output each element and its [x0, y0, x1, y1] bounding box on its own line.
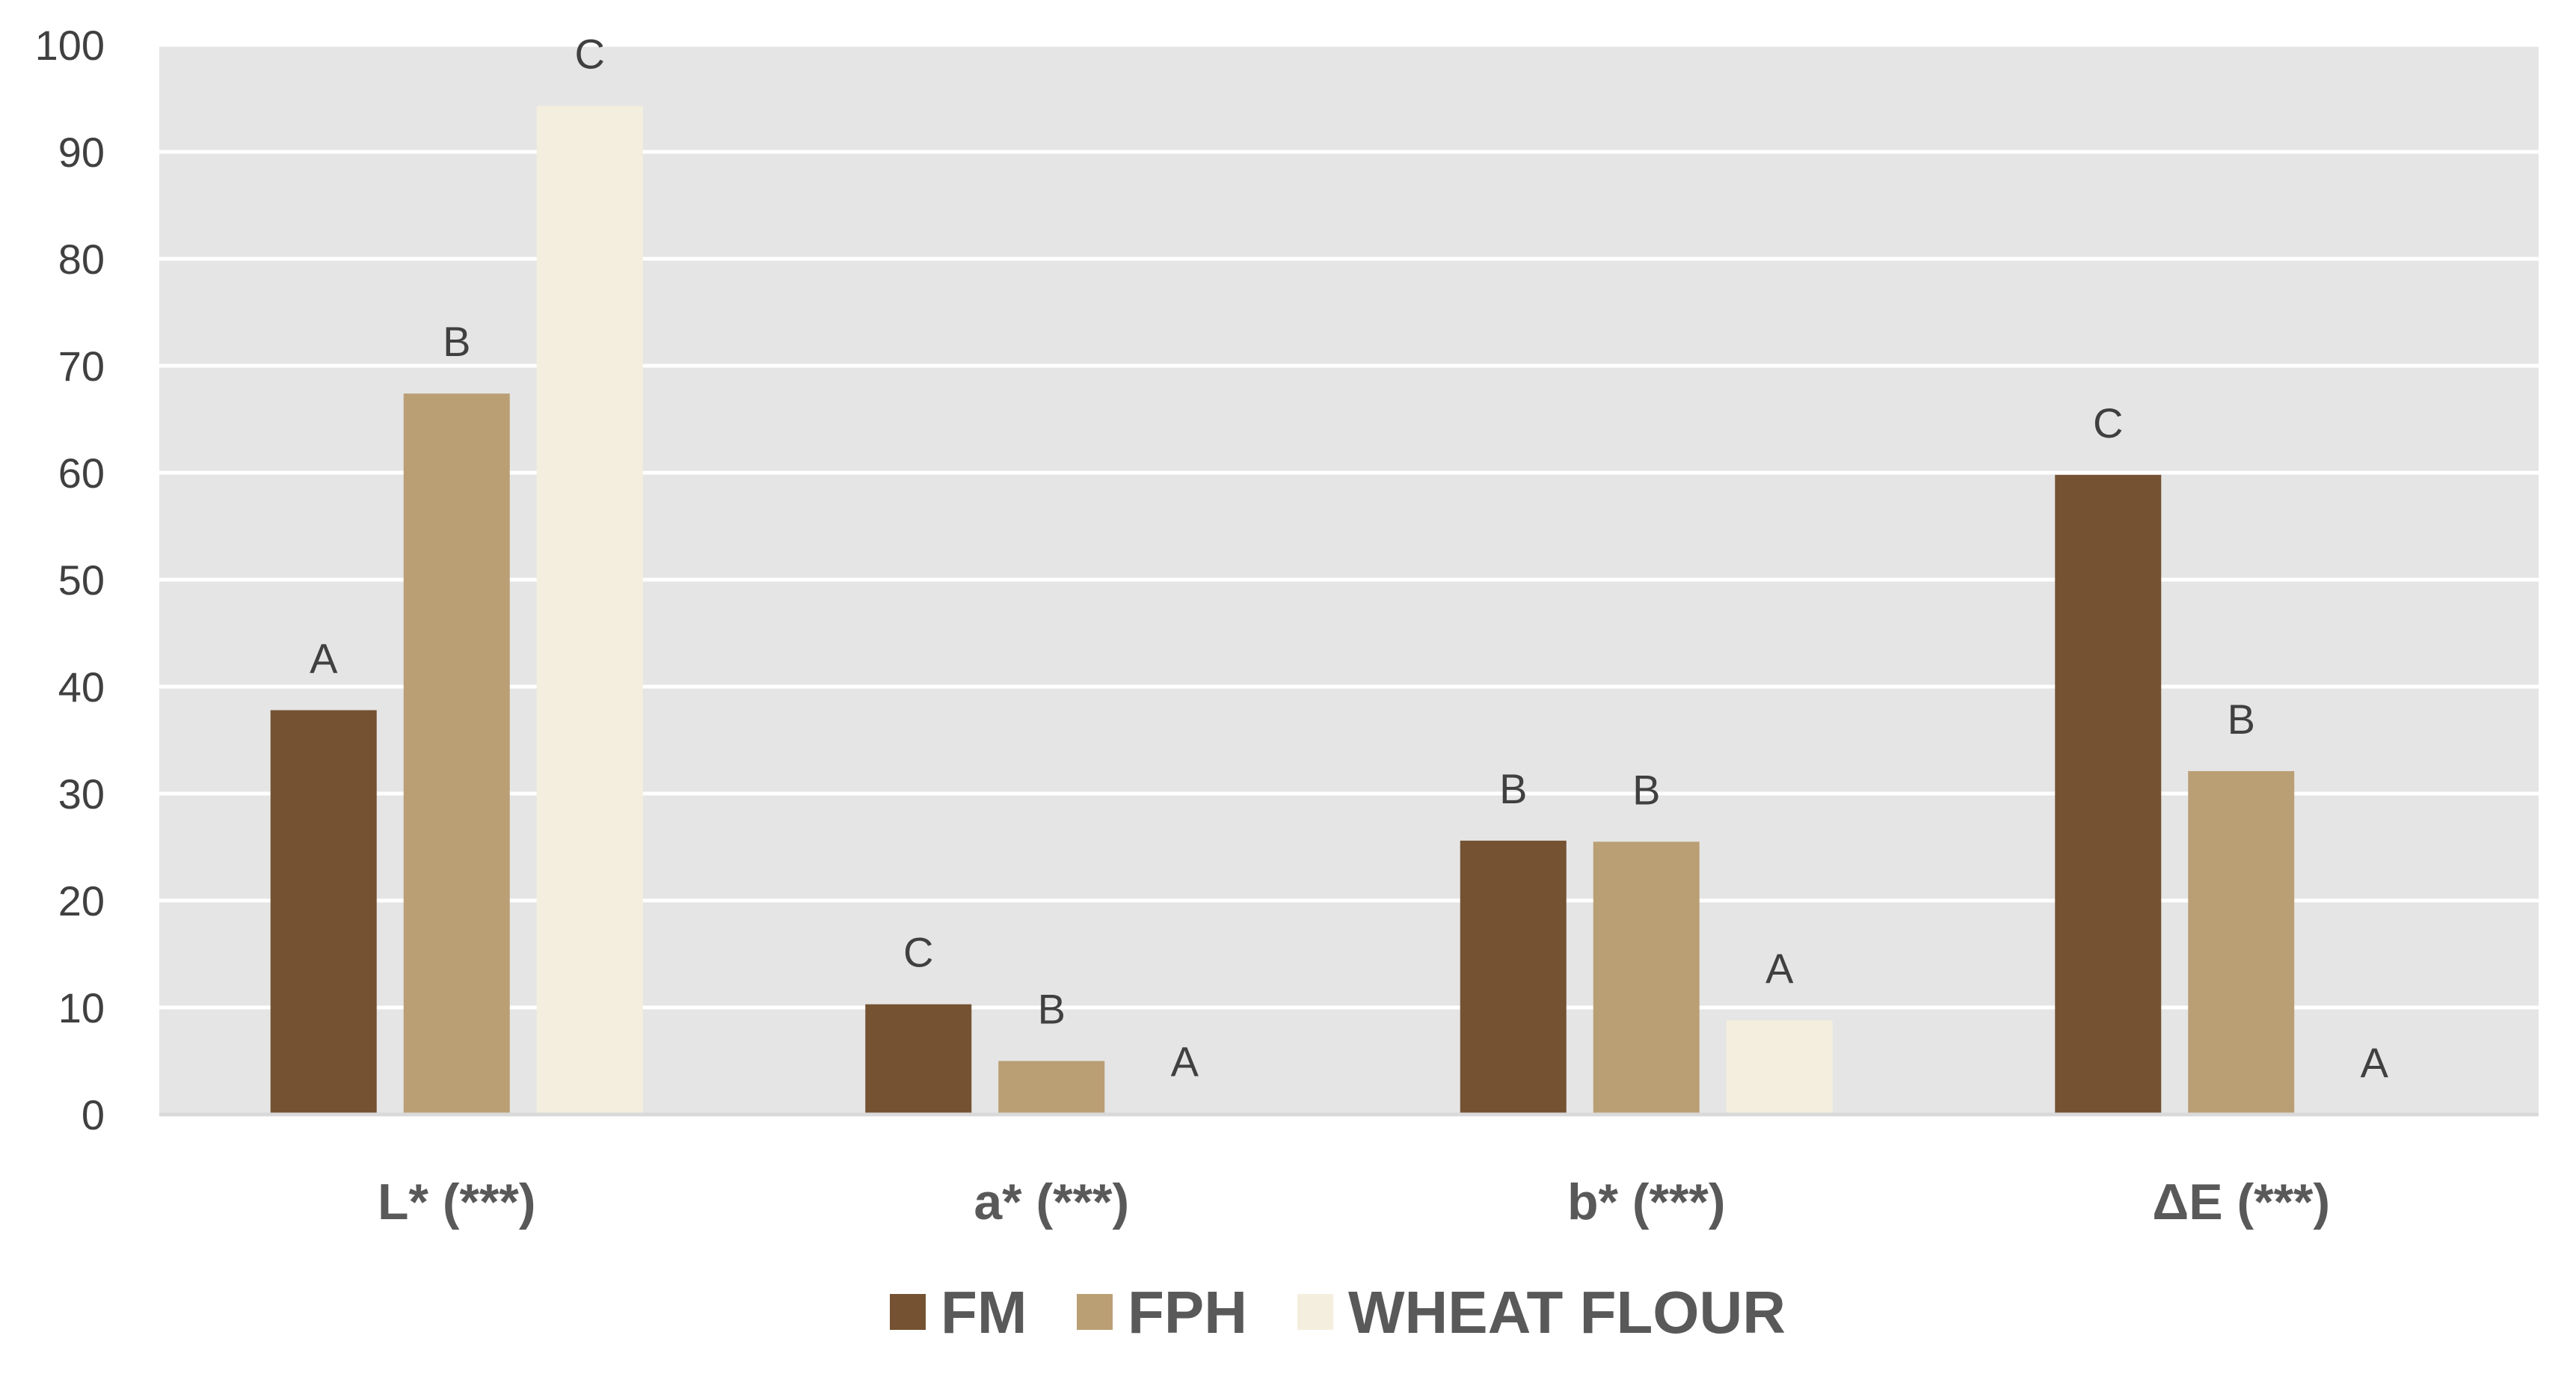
data-label: A: [310, 634, 338, 681]
y-tick-label: 60: [58, 450, 105, 497]
legend-swatch-wheat-flour: [1297, 1294, 1333, 1330]
x-category-label: L* (***): [378, 1174, 536, 1230]
y-tick-label: 30: [58, 770, 105, 818]
bar-fm-3: [2055, 474, 2162, 1114]
bar-fph-0: [403, 393, 510, 1114]
bar-wheat-flour-2: [1726, 1020, 1833, 1114]
bars: [270, 105, 2295, 1114]
data-label: C: [2093, 399, 2123, 447]
legend-swatch-fph: [1077, 1294, 1113, 1330]
x-category-label: a* (***): [974, 1174, 1129, 1230]
bar-fph-1: [998, 1061, 1105, 1114]
y-tick-label: 20: [58, 877, 105, 924]
bar-wheat-flour-0: [536, 105, 643, 1114]
y-tick-label: 80: [58, 236, 105, 283]
legend-label: FM: [941, 1279, 1027, 1346]
x-category-label: ΔE (***): [2152, 1174, 2330, 1230]
data-label: C: [903, 929, 933, 976]
legend-label: WHEAT FLOUR: [1348, 1279, 1786, 1346]
y-tick-label: 10: [58, 984, 105, 1031]
y-tick-label: 100: [35, 22, 105, 69]
data-label: B: [443, 318, 470, 365]
data-label: A: [2361, 1039, 2389, 1086]
legend: FM FPH WHEAT FLOUR: [890, 1279, 1786, 1346]
bar-fm-1: [865, 1004, 972, 1114]
data-label: B: [2228, 696, 2255, 743]
x-axis-categories: L* (***) a* (***) b* (***) ΔE (***): [378, 1174, 2330, 1230]
x-category-label: b* (***): [1567, 1174, 1726, 1230]
data-label: A: [1171, 1038, 1199, 1085]
data-label: B: [1038, 986, 1066, 1033]
legend-swatch-fm: [890, 1294, 926, 1330]
data-label: B: [1632, 766, 1660, 813]
bar-fm-2: [1460, 840, 1567, 1114]
bar-fph-2: [1593, 841, 1700, 1114]
y-tick-label: 0: [82, 1091, 105, 1138]
y-tick-label: 70: [58, 343, 105, 390]
y-axis-ticks: 0 10 20 30 40 50 60 70 80 90 100: [35, 22, 105, 1138]
legend-label: FPH: [1128, 1279, 1247, 1346]
y-tick-label: 40: [58, 663, 105, 711]
data-labels: A B C C B A B B A C B A: [310, 31, 2389, 1086]
data-label: C: [575, 31, 605, 78]
bar-fm-0: [270, 710, 377, 1114]
data-label: A: [1765, 945, 1794, 992]
data-label: B: [1499, 765, 1527, 812]
bar-fph-3: [2188, 770, 2295, 1114]
y-tick-label: 50: [58, 556, 105, 604]
y-tick-label: 90: [58, 129, 105, 176]
